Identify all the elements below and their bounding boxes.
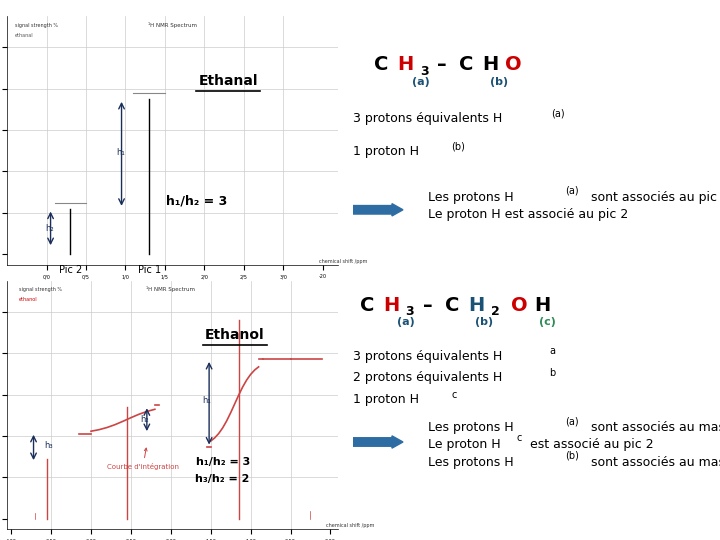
Text: signal strength %: signal strength % — [19, 287, 62, 292]
Text: –: – — [423, 295, 432, 315]
Text: H: H — [482, 55, 499, 75]
Text: Les protons H: Les protons H — [428, 421, 514, 434]
Text: C: C — [459, 55, 474, 75]
Text: H: H — [468, 295, 485, 315]
Text: 3: 3 — [405, 305, 414, 318]
Text: (a): (a) — [565, 416, 579, 426]
Text: (b): (b) — [451, 141, 465, 151]
Text: H: H — [397, 55, 414, 75]
Text: O: O — [505, 55, 522, 75]
Text: h₃: h₃ — [45, 442, 53, 450]
Text: ethanal: ethanal — [15, 33, 34, 38]
Text: h₁/h₂ = 3: h₁/h₂ = 3 — [196, 457, 250, 467]
FancyArrow shape — [353, 204, 403, 216]
Text: c: c — [451, 389, 456, 400]
Text: 3 protons équivalents H: 3 protons équivalents H — [353, 350, 502, 363]
FancyArrow shape — [353, 436, 403, 448]
Text: est associé au pic 2: est associé au pic 2 — [526, 438, 653, 451]
Text: C: C — [360, 295, 374, 315]
Text: chemical shift /ppm: chemical shift /ppm — [319, 259, 367, 264]
Text: Les protons H: Les protons H — [428, 456, 514, 469]
Text: h₁: h₁ — [116, 148, 125, 157]
Text: O: O — [511, 295, 528, 315]
Text: Le proton H est associé au pic 2: Le proton H est associé au pic 2 — [428, 208, 629, 221]
Text: 3: 3 — [420, 65, 428, 78]
Text: a: a — [549, 346, 555, 356]
Text: h₃/h₂ = 2: h₃/h₂ = 2 — [196, 474, 250, 484]
Text: (b): (b) — [490, 77, 508, 87]
Text: 2 protons équivalents H: 2 protons équivalents H — [353, 372, 502, 384]
Text: sont associés au pic 1: sont associés au pic 1 — [587, 191, 720, 204]
Text: Courbe d'intégration: Courbe d'intégration — [107, 448, 179, 470]
Text: (a): (a) — [565, 185, 579, 195]
Text: sont associés au massif 3: sont associés au massif 3 — [587, 456, 720, 469]
Text: 1 proton H: 1 proton H — [353, 145, 419, 158]
Text: Les protons H: Les protons H — [428, 191, 514, 204]
Text: Le proton H: Le proton H — [428, 438, 501, 451]
Text: 1 proton H: 1 proton H — [353, 393, 419, 406]
Text: chemical shift /ppm: chemical shift /ppm — [326, 523, 375, 528]
Text: (b): (b) — [475, 318, 493, 327]
Text: C: C — [374, 55, 389, 75]
Text: (a): (a) — [551, 109, 564, 119]
Text: 2: 2 — [491, 305, 500, 318]
Text: (b): (b) — [565, 450, 579, 461]
Text: Ethanal: Ethanal — [198, 73, 258, 87]
Text: Ethanol: Ethanol — [204, 328, 264, 342]
Text: H: H — [534, 295, 551, 315]
Text: (a): (a) — [412, 77, 430, 87]
Text: h₁/h₂ = 3: h₁/h₂ = 3 — [166, 194, 227, 207]
Text: c: c — [517, 433, 522, 443]
Text: –: – — [437, 55, 446, 75]
Text: 3 protons équivalents H: 3 protons équivalents H — [353, 112, 502, 125]
Text: sont associés au massif 1: sont associés au massif 1 — [587, 421, 720, 434]
Text: ethanol: ethanol — [19, 298, 37, 302]
Text: ¹H NMR Spectrum: ¹H NMR Spectrum — [146, 286, 195, 292]
Text: Pic 2: Pic 2 — [58, 265, 82, 275]
Text: C: C — [445, 295, 459, 315]
Text: signal strength %: signal strength % — [15, 23, 58, 28]
Text: b: b — [549, 368, 556, 378]
Text: (a): (a) — [397, 318, 415, 327]
Text: h₂: h₂ — [140, 415, 149, 423]
Text: (c): (c) — [539, 318, 555, 327]
Text: H: H — [383, 295, 400, 315]
Text: ¹H NMR Spectrum: ¹H NMR Spectrum — [148, 22, 197, 28]
Text: Pic 1: Pic 1 — [138, 265, 161, 275]
Text: h₁: h₁ — [203, 396, 212, 405]
Text: h₂: h₂ — [45, 225, 54, 233]
